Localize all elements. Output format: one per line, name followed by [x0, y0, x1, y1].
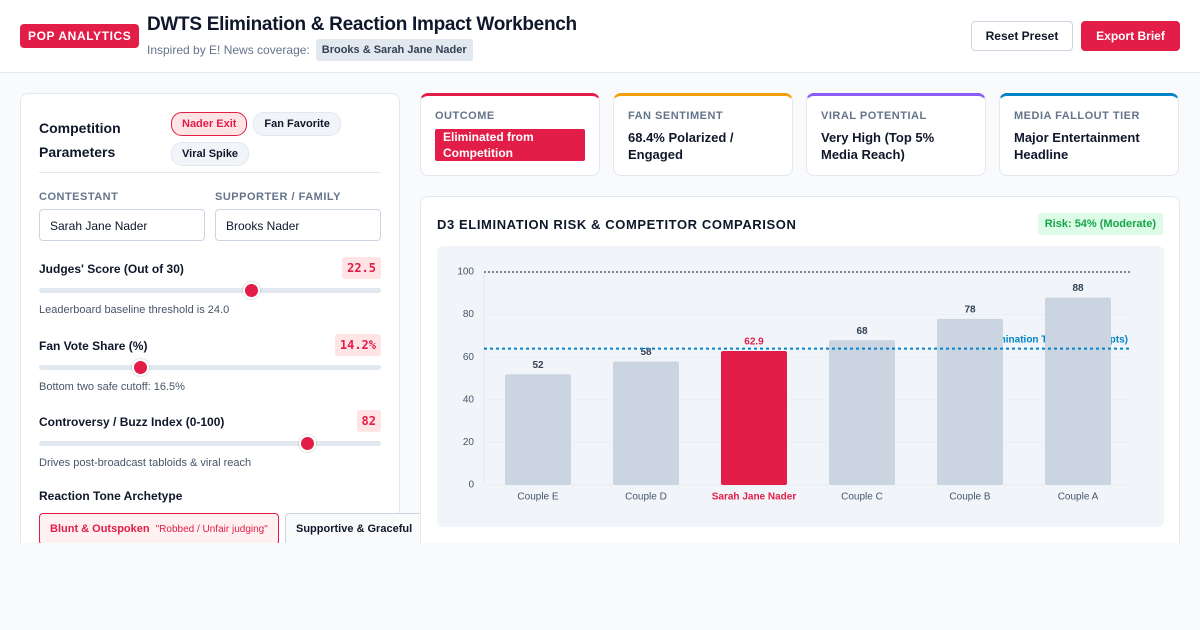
- slider-track[interactable]: [39, 282, 381, 299]
- tone-option[interactable]: Supportive & Graceful: [285, 513, 435, 543]
- x-tick-label: Couple C: [841, 492, 883, 503]
- x-tick-label: Couple A: [1058, 492, 1099, 503]
- slider-track[interactable]: [39, 359, 381, 376]
- chart-panel: D3 ELIMINATION RISK & COMPETITOR COMPARI…: [420, 196, 1180, 543]
- y-tick-label: 80: [463, 309, 475, 320]
- tone-title: Reaction Tone Archetype: [39, 489, 183, 503]
- divider: [39, 172, 381, 173]
- bar: [721, 351, 787, 485]
- chart-title: D3 ELIMINATION RISK & COMPETITOR COMPARI…: [437, 217, 797, 232]
- slider-thumb[interactable]: [243, 282, 260, 299]
- slider: Judges' Score (Out of 30) 22.5 Leaderboa…: [39, 257, 381, 316]
- value-label: 68: [856, 326, 868, 337]
- reset-button[interactable]: Reset Preset: [971, 21, 1073, 51]
- tags: Nader Exit Fan Favorite Viral Spike: [171, 112, 371, 166]
- risk-badge: Risk: 54% (Moderate): [1037, 213, 1163, 235]
- value-label: 58: [640, 347, 652, 358]
- tag[interactable]: Viral Spike: [171, 142, 250, 166]
- x-tick-label: Couple E: [517, 492, 558, 503]
- slider-label: Fan Vote Share (%): [39, 339, 148, 353]
- slider-value: 22.5: [342, 257, 381, 279]
- field-label: SUPPORTER / FAMILY: [215, 191, 341, 203]
- kpi-card: FAN SENTIMENT 68.4% Polarized / Engaged: [613, 93, 793, 176]
- slider-thumb[interactable]: [299, 435, 316, 452]
- tone-label: Supportive & Graceful: [296, 523, 413, 535]
- slider-track[interactable]: [39, 435, 381, 452]
- brand-badge: POP ANALYTICS: [20, 24, 140, 48]
- card-value: Very High (Top 5% Media Reach): [821, 130, 935, 162]
- value-label: 78: [964, 305, 976, 316]
- parameters-panel: Competition Parameters Nader Exit Fan Fa…: [20, 93, 435, 543]
- export-button[interactable]: Export Brief: [1081, 21, 1180, 51]
- tone-quote: "Robbed / Unfair judging": [155, 523, 268, 535]
- slider-label: Judges' Score (Out of 30): [39, 262, 184, 276]
- kpi-card: MEDIA FALLOUT TIER Major Entertainment He…: [999, 93, 1179, 176]
- page-title: DWTS Elimination & Reaction Impact Workb…: [147, 14, 577, 35]
- value-label: 52: [532, 360, 544, 371]
- card-label: OUTCOME: [435, 110, 495, 122]
- slider-value: 14.2%: [334, 334, 381, 356]
- text-input[interactable]: Sarah Jane Nader: [39, 209, 205, 241]
- slider-label: Controversy / Buzz Index (0-100): [39, 415, 225, 429]
- header: POP ANALYTICS DWTS Elimination & Reactio…: [0, 0, 1200, 73]
- slider-note: Leaderboard baseline threshold is 24.0: [39, 304, 230, 316]
- tag[interactable]: Nader Exit: [171, 112, 248, 136]
- card-value: 68.4% Polarized / Engaged: [628, 130, 734, 162]
- x-tick-label: Sarah Jane Nader: [712, 492, 797, 503]
- y-tick-label: 40: [463, 394, 475, 405]
- card-value: Major Entertainment Headline: [1014, 130, 1140, 162]
- slider-thumb[interactable]: [132, 359, 149, 376]
- x-tick-label: Couple B: [949, 492, 990, 503]
- kpi-card: VIRAL POTENTIAL Very High (Top 5% Media R…: [806, 93, 986, 176]
- field-label: CONTESTANT: [39, 191, 119, 203]
- y-tick-label: 0: [468, 480, 474, 491]
- y-tick-label: 100: [457, 267, 474, 278]
- value-label: 62.9: [744, 337, 764, 348]
- bar: [829, 340, 895, 485]
- slider: Fan Vote Share (%) 14.2% Bottom two safe…: [39, 334, 381, 393]
- card-value: Eliminated from Competition: [435, 129, 585, 161]
- slider-note: Bottom two safe cutoff: 16.5%: [39, 381, 185, 393]
- tag[interactable]: Fan Favorite: [253, 112, 341, 136]
- bar: [937, 318, 1003, 485]
- subtitle: Inspired by E! News coverage: Brooks & Sa…: [147, 39, 473, 61]
- card-label: FAN SENTIMENT: [628, 110, 724, 122]
- value-label: 88: [1072, 283, 1084, 294]
- card-label: MEDIA FALLOUT TIER: [1014, 110, 1140, 122]
- bar: [613, 361, 679, 485]
- x-tick-label: Couple D: [625, 492, 667, 503]
- y-tick-label: 60: [463, 352, 475, 363]
- main: Competition Parameters Nader Exit Fan Fa…: [0, 73, 1200, 543]
- tone-option[interactable]: Blunt & Outspoken "Robbed / Unfair judgin…: [39, 513, 279, 543]
- y-tick-label: 20: [463, 437, 475, 448]
- slider-note: Drives post-broadcast tabloids & viral r…: [39, 457, 252, 469]
- bar: [505, 374, 571, 485]
- text-input[interactable]: Brooks Nader: [215, 209, 381, 241]
- card-label: VIRAL POTENTIAL: [821, 110, 927, 122]
- subtitle-tag: Brooks & Sarah Jane Nader: [315, 39, 473, 61]
- slider: Controversy / Buzz Index (0-100) 82 Driv…: [39, 410, 381, 469]
- kpi-card: OUTCOME Eliminated from Competition: [420, 93, 600, 176]
- slider-value: 82: [356, 410, 381, 432]
- panel-title: Competition Parameters: [39, 120, 121, 160]
- subtitle-text: Inspired by E! News coverage:: [147, 43, 310, 57]
- tone-label: Blunt & Outspoken: [50, 523, 150, 535]
- bar: [1045, 297, 1111, 485]
